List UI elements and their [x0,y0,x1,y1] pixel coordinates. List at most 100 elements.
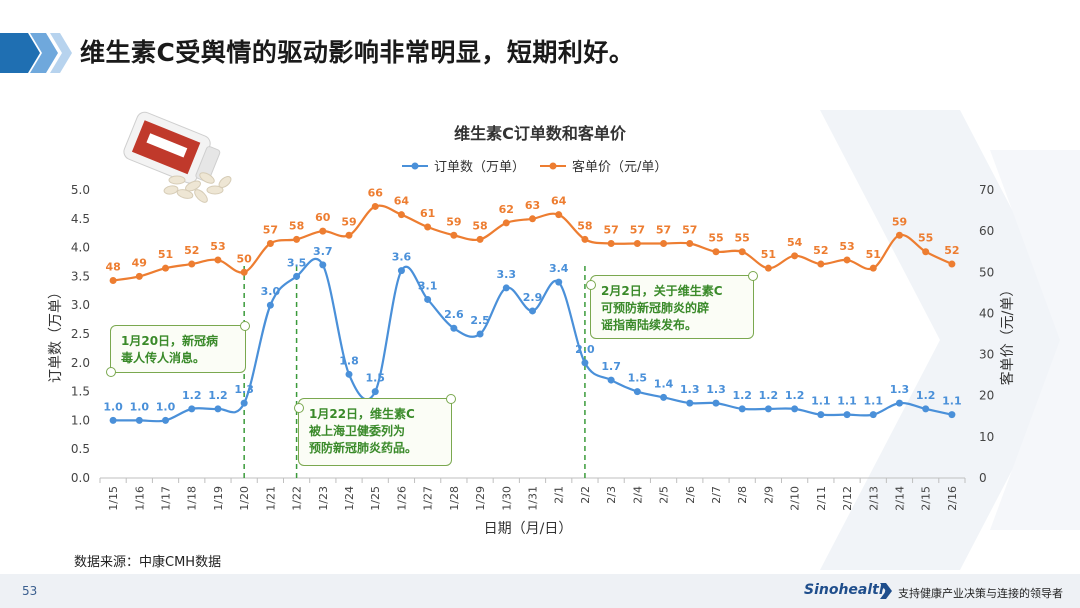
price-point [345,231,353,239]
orders-data-label: 1.4 [654,377,674,390]
orders-point [135,416,143,424]
page-title: 维生素C受舆情的驱动影响非常明显，短期利好。 [80,38,635,67]
orders-data-label: 1.2 [759,389,779,402]
price-data-label: 58 [577,219,592,232]
orders-data-label: 3.5 [287,256,307,269]
orders-point [660,393,668,401]
orders-point [240,399,248,407]
price-point [738,248,746,256]
x-tick-label: 1/31 [527,486,540,511]
x-tick-label: 1/29 [474,486,487,511]
y2-tick-label: 50 [979,265,994,279]
note-jan20: 1月20日，新冠病 毒人传人消息。 [106,321,250,377]
price-data-label: 55 [708,232,723,245]
x-tick-label: 1/30 [500,486,513,511]
note-jan22-line3: 预防新冠肺炎药品。 [309,441,418,455]
y2-tick-label: 30 [979,348,994,362]
price-point [581,235,589,243]
orders-point [214,405,222,413]
y2-axis-label: 客单价（元/单） [999,283,1016,386]
orders-data-label: 2.9 [523,291,543,304]
price-point [922,248,930,256]
y-tick-label: 4.0 [71,241,90,255]
y-tick-label: 3.0 [71,298,90,312]
orders-data-label: 1.5 [365,372,385,385]
x-tick-label: 2/4 [631,486,644,504]
x-tick-label: 2/14 [893,486,906,511]
x-tick-label: 1/20 [238,486,251,511]
y-tick-label: 4.5 [71,212,90,226]
y2-tick-label: 10 [979,430,994,444]
y2-tick-label: 20 [979,389,994,403]
legend-label-price: 客单价（元/单） [572,160,668,175]
orders-point [633,388,641,396]
price-point [293,235,301,243]
price-point [869,264,877,272]
note-feb2-line2: 可预防新冠肺炎的辟 [601,301,710,315]
price-data-label: 59 [341,215,356,228]
price-point [371,202,379,210]
y-tick-label: 2.5 [71,327,90,341]
y2-tick-label: 60 [979,224,994,238]
x-tick-label: 2/10 [789,486,802,511]
price-data-label: 62 [499,203,514,216]
price-data-label: 53 [210,240,225,253]
x-tick-label: 2/12 [841,486,854,511]
price-point [476,235,484,243]
orders-point [791,405,799,413]
y-tick-label: 1.5 [71,385,90,399]
price-data-label: 52 [813,244,828,257]
x-tick-label: 1/16 [133,486,146,511]
price-data-label: 52 [184,244,199,257]
x-tick-label: 1/21 [264,486,277,511]
orders-data-label: 1.2 [732,389,752,402]
orders-data-label: 1.0 [156,400,176,413]
brand-slogan: 支持健康产业决策与连接的领导者 [898,587,1063,600]
price-point [502,219,510,227]
orders-data-label: 1.5 [628,372,648,385]
price-data-label: 55 [735,232,750,245]
price-data-label: 57 [630,223,645,236]
note-jan22-line1: 1月22日，维生素C [309,407,415,421]
x-tick-label: 2/6 [684,486,697,504]
vitamin-bottle-icon [123,111,232,203]
brand-logo: Sinohealth [804,582,889,598]
price-data-label: 59 [892,215,907,228]
orders-data-label: 3.7 [313,245,333,258]
price-data-label: 64 [394,195,410,208]
x-tick-label: 1/25 [369,486,382,511]
price-point [895,231,903,239]
price-point [162,264,170,272]
price-point [633,239,641,247]
orders-data-label: 1.1 [811,395,831,408]
price-data-label: 57 [603,223,618,236]
orders-point [817,411,825,419]
orders-point [764,405,772,413]
price-point [397,211,405,219]
orders-data-label: 1.3 [706,383,726,396]
y-axis-label: 订单数（万单） [48,285,64,383]
price-data-label: 51 [761,248,776,261]
x-tick-label: 1/22 [291,486,304,511]
orders-data-label: 1.2 [785,389,805,402]
price-point [791,252,799,260]
orders-point [581,359,589,367]
orders-data-label: 3.3 [497,268,517,281]
price-data-label: 51 [866,248,881,261]
price-data-label: 58 [289,219,304,232]
legend-label-orders: 订单数（万单） [434,160,526,175]
orders-point [319,261,327,269]
header-chevron-icon [0,33,72,73]
orders-point [293,272,301,280]
price-data-label: 49 [132,256,147,269]
orders-data-label: 2.6 [444,308,464,321]
note-jan20-line1: 1月20日，新冠病 [121,334,219,348]
price-point [266,239,274,247]
x-tick-label: 2/5 [658,486,671,504]
x-tick-label: 1/24 [343,486,356,511]
price-data-label: 59 [446,215,461,228]
brand-mark-icon [880,583,892,599]
orders-point [555,278,563,286]
note-feb2-line1: 2月2日，关于维生素C [601,284,723,298]
orders-point [188,405,196,413]
